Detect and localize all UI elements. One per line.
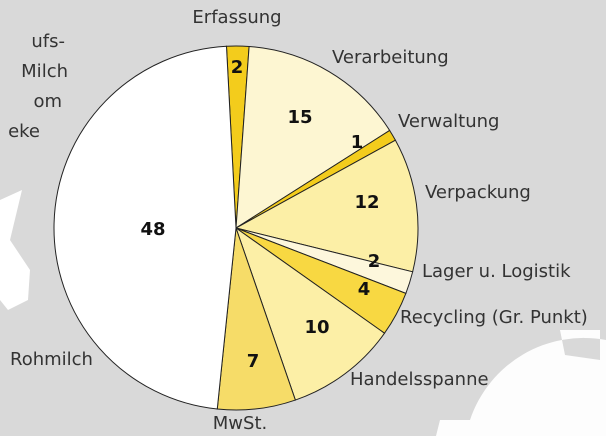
slice-label: MwSt. <box>213 413 267 434</box>
value-label: 1 <box>351 132 364 153</box>
value-label: 2 <box>231 57 244 78</box>
slice-label: Verarbeitung <box>332 47 449 68</box>
value-label: 15 <box>287 107 312 128</box>
annotation: om <box>33 91 62 112</box>
value-label: 10 <box>304 317 329 338</box>
annotation: eke <box>8 121 40 142</box>
slice-label: Recycling (Gr. Punkt) <box>400 307 588 328</box>
value-label: 7 <box>247 351 260 372</box>
pie <box>54 46 418 410</box>
slice-label: Verpackung <box>425 182 531 203</box>
value-label: 12 <box>354 192 379 213</box>
chart: 2 Erfassung 15 Verarbeitung 1 Verwaltung 12 Ver… <box>0 0 606 436</box>
annotation: Milch <box>21 61 68 82</box>
value-label: 48 <box>140 219 165 240</box>
value-label: 2 <box>368 251 381 272</box>
slice-label: Lager u. Logistik <box>422 261 571 282</box>
decor-shape <box>0 190 30 310</box>
slice-label: Handelsspanne <box>350 369 489 390</box>
annotation: ufs- <box>31 31 65 52</box>
slice-label: Verwaltung <box>398 111 499 132</box>
slice-label: Rohmilch <box>10 349 93 370</box>
value-label: 4 <box>358 279 371 300</box>
slice-label: Erfassung <box>192 7 281 28</box>
